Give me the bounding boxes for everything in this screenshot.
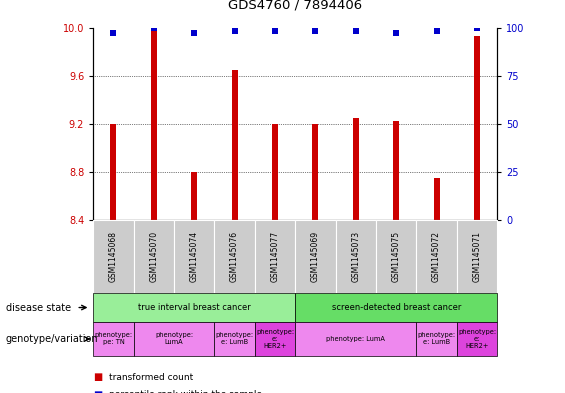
Bar	[393, 121, 399, 220]
Text: GSM1145077: GSM1145077	[271, 231, 280, 282]
Bar	[272, 124, 278, 220]
Bar	[474, 36, 480, 220]
Point	[149, 24, 158, 31]
Text: ■: ■	[93, 372, 102, 382]
Text: GSM1145075: GSM1145075	[392, 231, 401, 282]
Text: screen-detected breast cancer: screen-detected breast cancer	[332, 303, 461, 312]
Text: phenotype:
e: LumB: phenotype: e: LumB	[216, 332, 254, 345]
Bar	[232, 70, 238, 220]
Point	[472, 24, 481, 31]
Point	[190, 30, 199, 37]
Text: phenotype:
e: LumB: phenotype: e: LumB	[418, 332, 455, 345]
Text: GSM1145068: GSM1145068	[109, 231, 118, 282]
Text: disease state: disease state	[6, 303, 71, 312]
Bar	[110, 124, 116, 220]
Text: GSM1145073: GSM1145073	[351, 231, 360, 282]
Point	[392, 30, 401, 37]
Text: GSM1145069: GSM1145069	[311, 231, 320, 282]
Text: true interval breast cancer: true interval breast cancer	[138, 303, 251, 312]
Text: GDS4760 / 7894406: GDS4760 / 7894406	[228, 0, 362, 12]
Text: percentile rank within the sample: percentile rank within the sample	[109, 391, 262, 393]
Text: genotype/variation: genotype/variation	[6, 334, 98, 344]
Text: GSM1145071: GSM1145071	[472, 231, 481, 282]
Bar	[353, 118, 359, 220]
Point	[351, 28, 360, 35]
Text: GSM1145076: GSM1145076	[230, 231, 239, 282]
Point	[432, 28, 441, 35]
Text: GSM1145070: GSM1145070	[149, 231, 158, 282]
Bar	[433, 178, 440, 220]
Bar	[151, 28, 157, 220]
Text: GSM1145074: GSM1145074	[190, 231, 199, 282]
Text: phenotype:
LumA: phenotype: LumA	[155, 332, 193, 345]
Point	[230, 28, 239, 35]
Point	[109, 30, 118, 37]
Text: phenotype: LumA: phenotype: LumA	[327, 336, 385, 342]
Text: phenotype:
e:
HER2+: phenotype: e: HER2+	[256, 329, 294, 349]
Text: phenotype:
e:
HER2+: phenotype: e: HER2+	[458, 329, 496, 349]
Text: GSM1145072: GSM1145072	[432, 231, 441, 282]
Point	[311, 28, 320, 35]
Text: transformed count: transformed count	[109, 373, 193, 382]
Point	[271, 28, 280, 35]
Bar	[191, 172, 197, 220]
Text: phenotype:
pe: TN: phenotype: pe: TN	[94, 332, 132, 345]
Bar	[312, 124, 319, 220]
Text: ■: ■	[93, 390, 102, 393]
